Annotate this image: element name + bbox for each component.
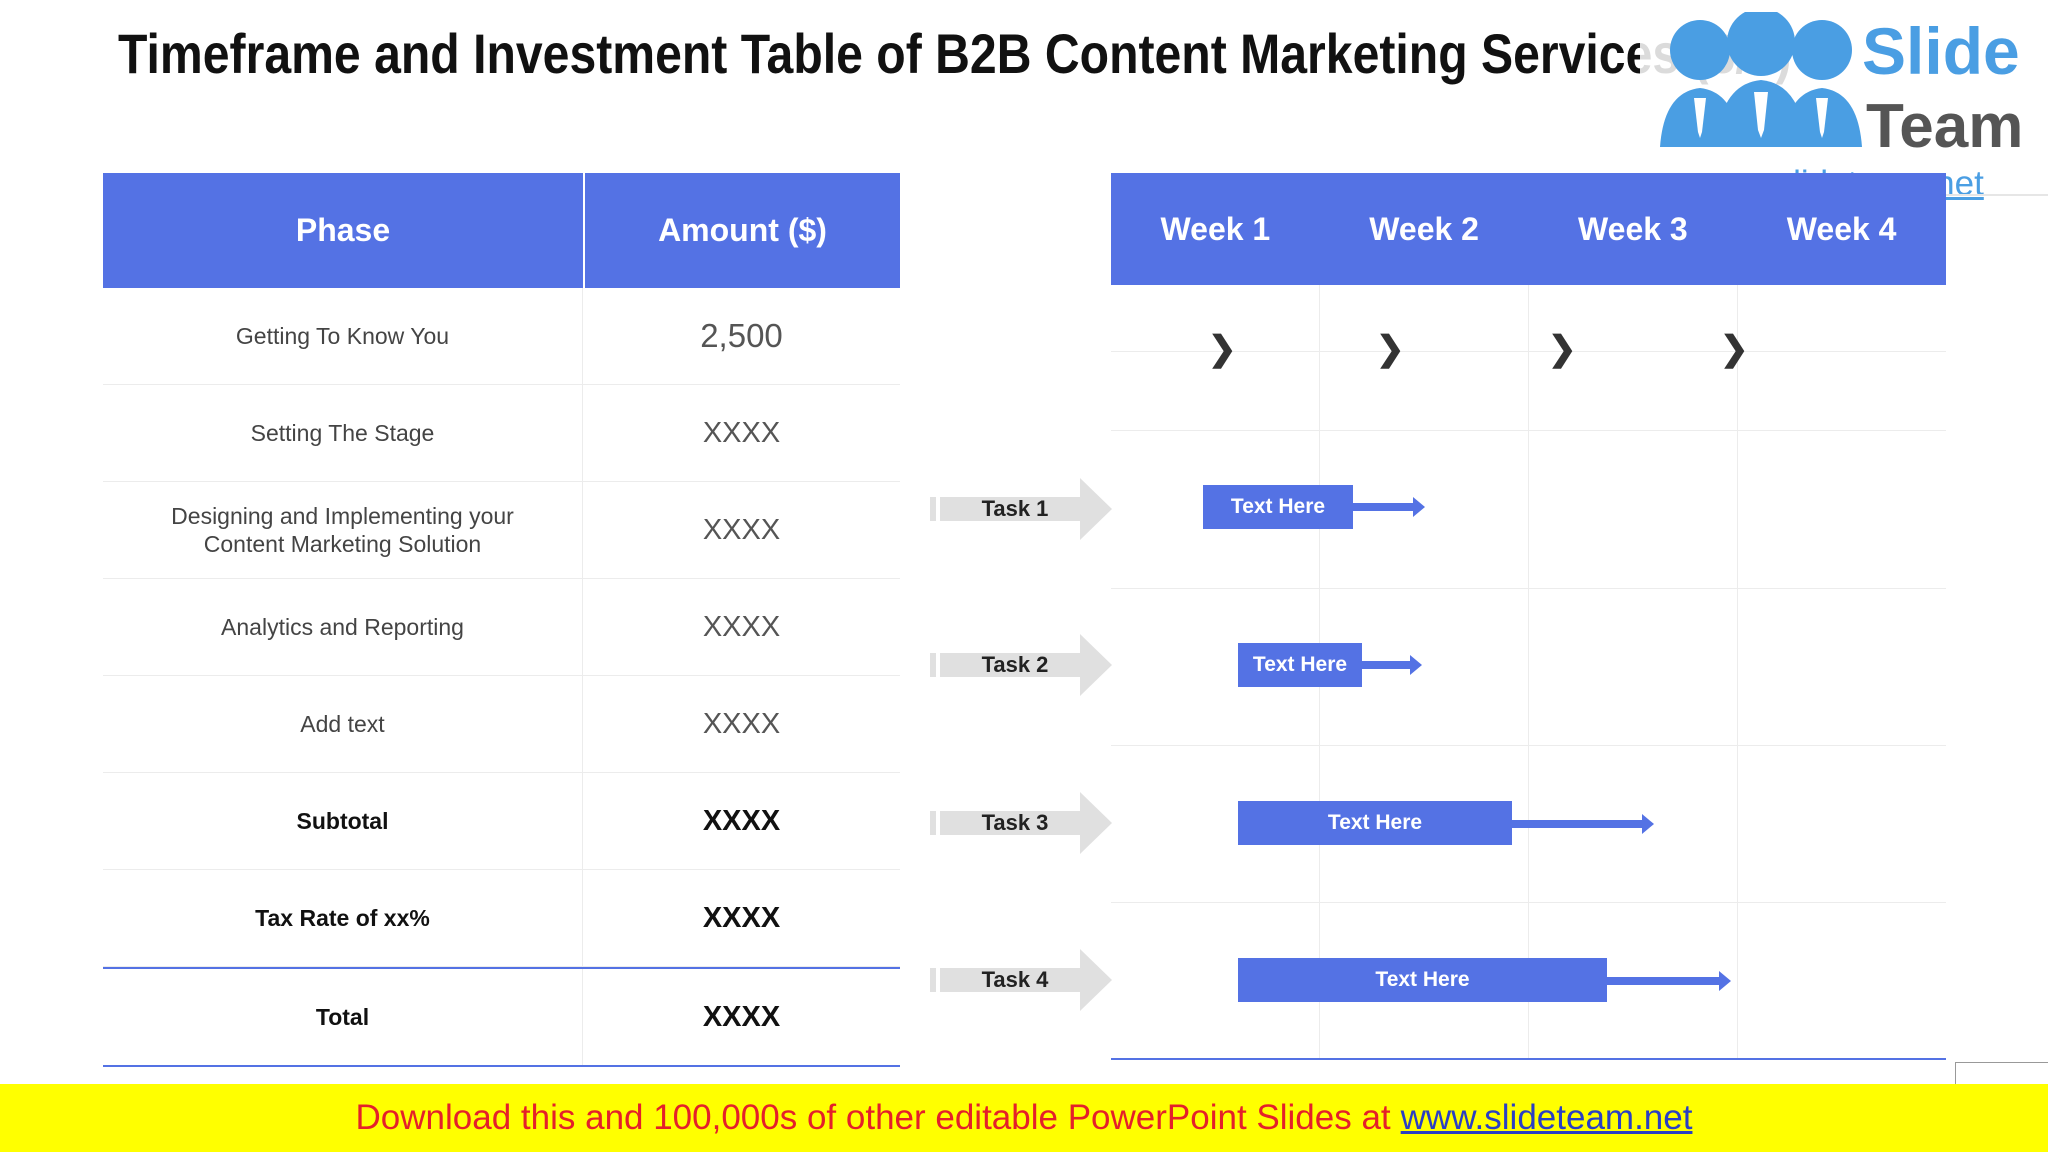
grid-line: [1528, 285, 1529, 1059]
header-amount: Amount ($): [658, 212, 827, 248]
task-label: Task 3: [981, 810, 1049, 835]
amount-cell: XXXX: [702, 708, 781, 740]
arrow-shape: [930, 634, 1112, 696]
phase-cell: Analytics and Reporting: [103, 579, 583, 675]
chevron-right-icon: ❯: [1376, 330, 1405, 368]
table-row: Analytics and Reporting XXXX: [103, 579, 900, 676]
week-4-label: Week 4: [1786, 210, 1897, 247]
amount-cell: XXXX: [702, 514, 781, 546]
week-3-label: Week 3: [1578, 210, 1688, 247]
subtotal-label: Subtotal: [103, 773, 583, 869]
week-2-label: Week 2: [1369, 210, 1479, 247]
task-label: Task 2: [981, 652, 1049, 677]
task-4-bar: Text Here: [1238, 958, 1607, 1002]
grid-line: [1111, 351, 1946, 352]
task-3-bar: Text Here: [1238, 801, 1512, 845]
task-label: Task 1: [981, 496, 1049, 521]
amount-cell: XXXX: [702, 417, 781, 449]
timeline-bottom-border: [1111, 1058, 1946, 1060]
chevron-right-icon: ❯: [1720, 330, 1749, 368]
chevron-right-icon: ❯: [1208, 330, 1237, 368]
logo-brand-team: Team: [1866, 92, 2024, 161]
grid-line: [1737, 285, 1738, 1059]
investment-table: Phase Amount ($) Getting To Know You 2,5…: [103, 173, 900, 1067]
total-row: Total XXXX: [103, 967, 900, 1067]
tax-row: Tax Rate of xx% XXXX: [103, 870, 900, 967]
banner-text: Download this and 100,000s of other edit…: [355, 1098, 1391, 1137]
arrow-shape: [930, 478, 1112, 540]
tax-amount: XXXX: [702, 902, 781, 934]
tax-label: Tax Rate of xx%: [103, 870, 583, 966]
phase-cell: Getting To Know You: [103, 288, 583, 384]
slideteam-logo: Slide Team www.slideteam.net: [1640, 0, 2048, 203]
week-header: Week 1 Week 2 Week 3 Week 4: [1111, 173, 1946, 285]
chevron-right-icon: ❯: [1548, 330, 1577, 368]
task-3-bar-arrow: [1512, 820, 1644, 828]
grid-line: [1111, 902, 1946, 903]
phase-cell: Setting The Stage: [103, 385, 583, 481]
subtotal-amount: XXXX: [702, 805, 781, 837]
phase-cell: Designing and Implementing your Content …: [103, 482, 583, 578]
corner-mark: [1955, 1062, 1956, 1084]
week-1-label: Week 1: [1160, 210, 1271, 247]
task-4-bar-arrow: [1607, 977, 1721, 985]
grid-line: [1111, 588, 1946, 589]
total-amount: XXXX: [702, 1001, 781, 1033]
table-row: Designing and Implementing your Content …: [103, 482, 900, 579]
corner-mark: [1955, 1062, 2048, 1063]
task-2-bar-arrow: [1362, 661, 1412, 669]
slide-title: Timeframe and Investment Table of B2B Co…: [118, 22, 1792, 85]
grid-line: [1111, 745, 1946, 746]
arrow-head-icon: [1413, 497, 1425, 517]
total-label: Total: [103, 969, 583, 1065]
task-arrow-1: Task 1: [930, 478, 1112, 540]
arrow-head-icon: [1719, 971, 1731, 991]
table-row: Getting To Know You 2,500: [103, 288, 900, 385]
task-arrow-3: Task 3: [930, 792, 1112, 854]
table-header: Phase Amount ($): [103, 173, 900, 288]
task-1-bar-arrow: [1353, 503, 1415, 511]
grid-line: [1111, 430, 1946, 431]
arrow-head-icon: [1642, 814, 1654, 834]
amount-cell: 2,500: [700, 317, 783, 354]
amount-cell: XXXX: [702, 611, 781, 643]
table-row: Add text XXXX: [103, 676, 900, 773]
arrow-shape: [930, 792, 1112, 854]
task-label: Task 4: [981, 967, 1049, 992]
arrow-head-icon: [1410, 655, 1422, 675]
task-1-bar: Text Here: [1203, 485, 1353, 529]
header-phase: Phase: [103, 173, 585, 288]
subtotal-row: Subtotal XXXX: [103, 773, 900, 870]
table-row: Setting The Stage XXXX: [103, 385, 900, 482]
arrow-shape: [930, 949, 1112, 1011]
task-2-bar: Text Here: [1238, 643, 1362, 687]
timeline-chart: Week 1 Week 2 Week 3 Week 4 ❯ ❯ ❯ ❯ Text…: [1111, 173, 1946, 1060]
task-arrow-4: Task 4: [930, 949, 1112, 1011]
banner-link[interactable]: www.slideteam.net: [1400, 1098, 1693, 1137]
task-arrow-2: Task 2: [930, 634, 1112, 696]
download-banner: Download this and 100,000s of other edit…: [0, 1084, 2048, 1152]
logo-brand-slide: Slide: [1862, 14, 2020, 88]
phase-cell: Add text: [103, 676, 583, 772]
people-icon: [1660, 12, 1862, 147]
